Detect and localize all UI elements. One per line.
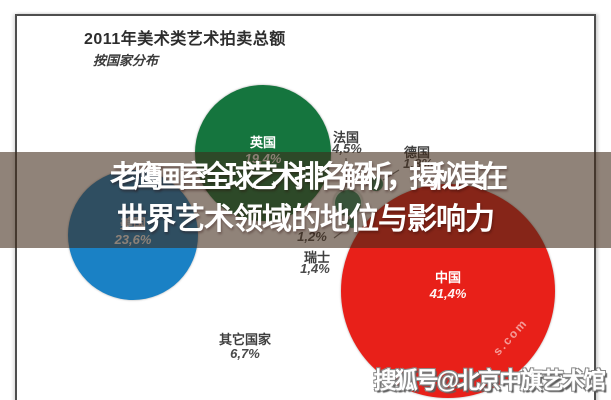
label-others-name: 其它国家 bbox=[218, 332, 272, 347]
label-switzerland-name: 瑞士 bbox=[303, 250, 331, 265]
headline-line-1: 老鹰画室全球艺术排名解析，揭秘其在 bbox=[110, 161, 508, 194]
headline-line-2: 世界艺术领域的地位与影响力 bbox=[117, 203, 495, 236]
bubble-uk-name: 英国 bbox=[249, 135, 276, 150]
sohu-watermark: 搜狐号@北京中旗艺术馆 bbox=[373, 367, 606, 393]
chart-subtitle: 按国家分布 bbox=[93, 53, 159, 68]
label-france-name: 法国 bbox=[332, 130, 360, 145]
headline-overlay: 老鹰画室全球艺术排名解析，揭秘其在 世界艺术领域的地位与影响力 bbox=[0, 152, 611, 248]
label-others-share: 6,7% bbox=[230, 346, 260, 361]
bubble-china-name: 中国 bbox=[434, 270, 461, 285]
chart-title: 2011年美术类艺术拍卖总额 bbox=[84, 31, 286, 48]
label-switzerland-share: 1,4% bbox=[300, 261, 330, 276]
bubble-china-share: 41,4% bbox=[429, 286, 467, 301]
